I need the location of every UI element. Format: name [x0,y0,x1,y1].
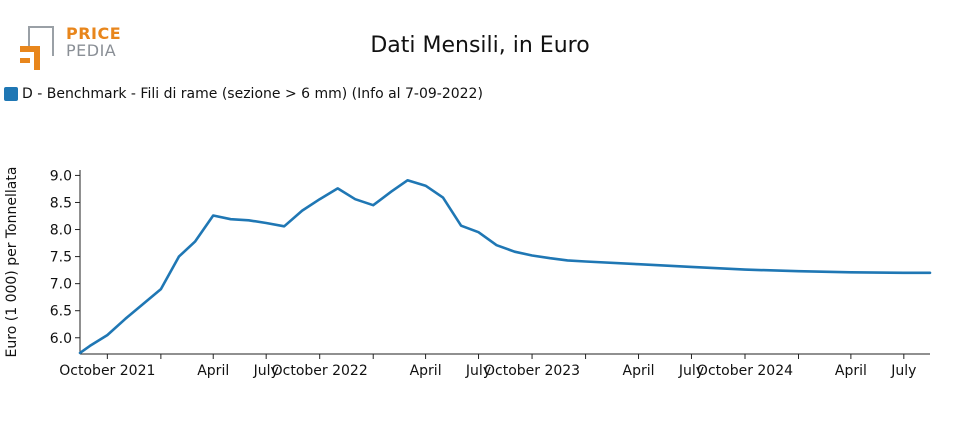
data-point[interactable] [528,252,536,260]
data-point[interactable] [926,269,934,277]
data-point[interactable] [795,267,803,275]
data-point[interactable] [262,219,270,227]
y-tick-label: 6.5 [50,304,72,320]
series-layer [76,176,934,357]
legend[interactable]: D - Benchmark - Fili di rame (sezione > … [4,84,483,104]
y-tick-label: 6.0 [50,331,72,347]
logo-text-price: PRICE [66,24,122,43]
data-point[interactable] [280,222,288,230]
data-point[interactable] [741,266,749,274]
data-point[interactable] [298,207,306,215]
series-line-0[interactable] [78,179,932,355]
data-point[interactable] [511,248,519,256]
data-point[interactable] [847,268,855,276]
data-point[interactable] [582,258,590,266]
y-tick-label: 8.0 [50,223,72,239]
y-tick-label: 7.0 [50,277,72,293]
data-point[interactable] [191,237,199,245]
data-point[interactable] [121,315,129,323]
x-tick-label: April [197,363,229,379]
data-point[interactable] [351,195,359,203]
logo-mark-icon [20,26,54,70]
data-point[interactable] [688,263,696,271]
logo-text-pedia: PEDIA [66,41,117,60]
data-point[interactable] [175,253,183,261]
data-point[interactable] [387,188,395,196]
x-tick-label: October 2024 [697,363,793,379]
data-point[interactable] [334,184,342,192]
data-point[interactable] [76,349,84,357]
chart-title: Dati Mensili, in Euro [370,33,590,58]
data-point[interactable] [404,176,412,184]
data-point[interactable] [86,342,94,350]
y-tick-label: 9.0 [50,168,72,184]
data-point[interactable] [369,201,377,209]
axes [79,170,930,355]
data-point[interactable] [475,228,483,236]
x-tick-label: April [410,363,442,379]
data-point[interactable] [457,222,465,230]
data-point[interactable] [546,254,554,262]
legend-label-series: D - Benchmark - Fili di rame (sezione > … [22,86,483,102]
data-point[interactable] [422,182,430,190]
x-tick-label: July [253,363,279,379]
data-point[interactable] [227,215,235,223]
data-point[interactable] [439,194,447,202]
x-tick-label: April [623,363,655,379]
data-point[interactable] [316,195,324,203]
axis-ticks: 6.0 6.5 7.0 7.5 8.0 8.5 9.0 October 2021 April Ju… [50,168,917,379]
data-point[interactable] [493,241,501,249]
data-point[interactable] [209,212,217,220]
x-tick-label: July [678,363,704,379]
x-tick-label: October 2022 [272,363,368,379]
y-tick-label: 7.5 [50,250,72,266]
data-point[interactable] [900,269,908,277]
x-tick-label: October 2023 [484,363,580,379]
data-point[interactable] [157,285,165,293]
data-point[interactable] [245,216,253,224]
x-tick-label: April [835,363,867,379]
x-tick-label: July [465,363,491,379]
x-tick-label: October 2021 [59,363,155,379]
data-point[interactable] [139,300,147,308]
x-tick-label: July [890,363,916,379]
y-axis-label: Euro (1 000) per Tonnellata [4,167,20,358]
pricepedia-logo: PRICE PEDIA [18,24,128,76]
data-point[interactable] [103,331,111,339]
legend-swatch [4,87,18,101]
data-point[interactable] [635,260,643,268]
data-point[interactable] [564,256,572,264]
y-tick-label: 8.5 [50,195,72,211]
